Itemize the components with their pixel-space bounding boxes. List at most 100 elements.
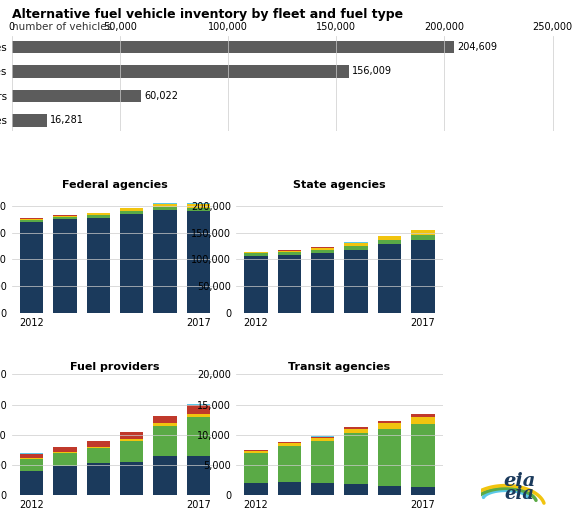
Bar [86,218,110,313]
Bar [120,441,143,462]
Bar [244,451,268,453]
Bar [345,250,368,313]
Bar [20,459,44,471]
Legend: hydrogen, propane (LPG), electricity, natural gas, ethanol (E85): hydrogen, propane (LPG), electricity, na… [454,212,551,293]
Bar [345,427,368,429]
Bar [153,210,177,313]
Bar [311,247,335,250]
Bar [53,466,77,495]
Text: 204,609: 204,609 [458,42,498,52]
Title: Federal agencies: Federal agencies [62,180,168,190]
Bar [53,216,77,217]
Bar [278,442,301,443]
Bar [244,252,268,253]
Bar [86,215,110,218]
Bar [345,429,368,433]
Bar [20,222,44,313]
Text: Alternative fuel vehicle inventory by fleet and fuel type: Alternative fuel vehicle inventory by fl… [12,8,403,21]
Bar [411,414,434,417]
Bar [120,462,143,495]
Bar [20,471,44,495]
Bar [311,483,335,495]
Bar [345,433,368,484]
Bar [378,240,401,244]
Bar [53,452,77,453]
Bar [411,417,434,424]
Bar [12,41,454,54]
Bar [244,253,268,256]
Bar [278,252,301,255]
Bar [311,250,335,253]
Text: number of vehicles: number of vehicles [12,22,112,32]
Bar [53,217,77,219]
Bar [244,256,268,313]
Bar [278,482,301,495]
Bar [20,458,44,459]
Bar [153,204,177,207]
Bar [345,484,368,495]
Bar [12,65,349,78]
Bar [378,429,401,486]
Bar [311,441,335,483]
Bar [244,483,268,495]
Bar [411,424,434,487]
Bar [311,437,335,438]
Bar [120,439,143,441]
Text: eia: eia [504,485,534,503]
Bar [153,207,177,210]
Bar [187,456,210,495]
Bar [153,416,177,424]
Bar [278,255,301,313]
Bar [86,441,110,447]
Bar [378,244,401,313]
Bar [411,240,434,313]
Bar [345,243,368,246]
Title: Transit agencies: Transit agencies [288,362,390,373]
Bar [187,414,210,417]
Bar [411,230,434,235]
Bar [20,220,44,222]
Bar [278,445,301,482]
Bar [311,253,335,313]
Bar [378,237,401,240]
Bar [187,211,210,313]
Bar [378,236,401,237]
Title: State agencies: State agencies [293,180,386,190]
Text: 156,009: 156,009 [353,67,393,77]
Bar [187,208,210,211]
Bar [20,219,44,220]
Bar [86,463,110,495]
Bar [187,405,210,414]
Bar [311,438,335,441]
Bar [378,486,401,495]
Bar [86,447,110,448]
Bar [411,235,434,240]
Bar [244,450,268,451]
Bar [187,204,210,208]
Bar [411,487,434,495]
Bar [86,213,110,215]
Bar [378,423,401,429]
Bar [20,453,44,458]
Bar [53,446,77,452]
Bar [244,453,268,483]
Bar [153,424,177,426]
Bar [153,456,177,495]
Bar [153,426,177,456]
Bar [378,421,401,423]
Bar [120,432,143,439]
Bar [187,417,210,456]
Bar [12,90,142,102]
Bar [53,219,77,313]
Bar [278,251,301,252]
Bar [120,208,143,211]
Title: Fuel providers: Fuel providers [70,362,160,373]
Bar [278,443,301,445]
Text: 16,281: 16,281 [50,115,84,125]
Text: 60,022: 60,022 [145,91,179,101]
Bar [53,453,77,466]
Bar [12,114,47,127]
Bar [120,211,143,214]
Text: eia: eia [503,472,535,490]
Bar [345,246,368,250]
